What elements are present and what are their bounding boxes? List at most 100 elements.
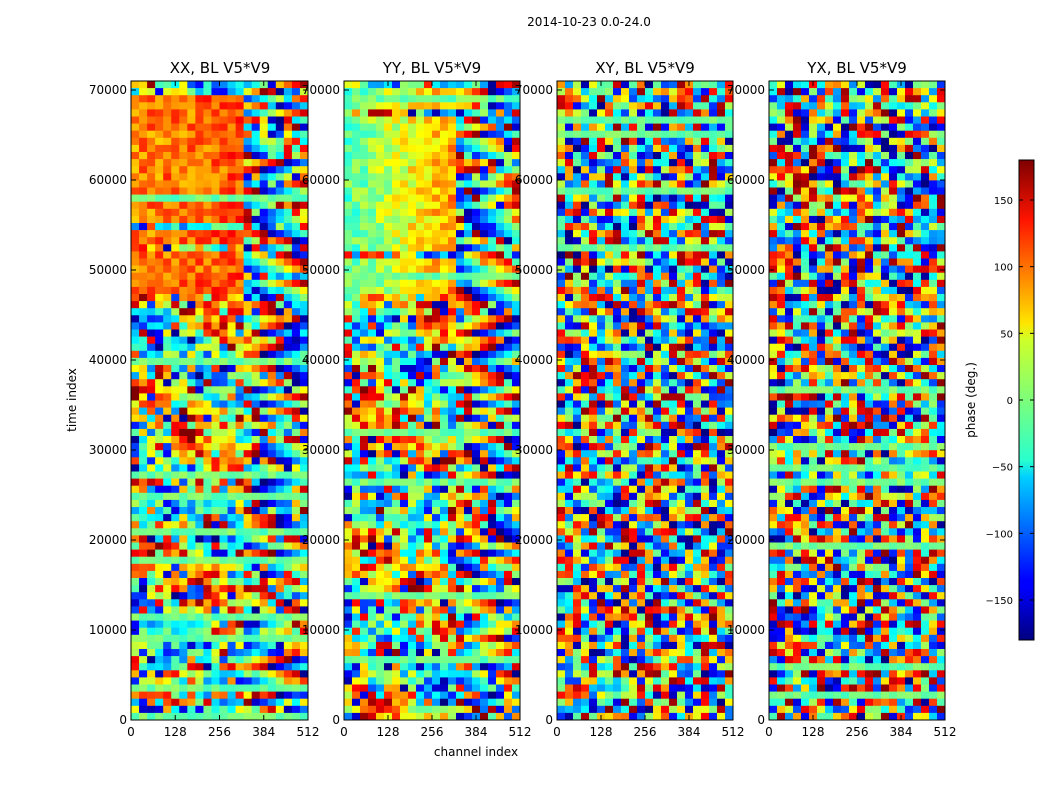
heatmap-cell (203, 294, 211, 301)
heatmap-cell (669, 159, 677, 166)
heatmap-cell (187, 649, 195, 656)
heatmap-cell (228, 514, 236, 521)
heatmap-cell (139, 649, 147, 656)
heatmap-cell (187, 266, 195, 273)
heatmap-cell (220, 500, 228, 507)
heatmap-cell (669, 372, 677, 379)
heatmap-cell (376, 351, 384, 358)
heatmap-cell (252, 251, 260, 258)
heatmap-cell (693, 216, 701, 223)
heatmap-cell (292, 386, 300, 393)
heatmap-cell (557, 109, 565, 116)
heatmap-cell (203, 500, 211, 507)
heatmap-cell (605, 145, 613, 152)
heatmap-cell (605, 195, 613, 202)
heatmap-cell (448, 109, 456, 116)
heatmap-cell (661, 358, 669, 365)
heatmap-cell (244, 117, 252, 124)
heatmap-cell (352, 450, 360, 457)
heatmap-cell (376, 450, 384, 457)
heatmap-cell (155, 415, 163, 422)
heatmap-cell (376, 301, 384, 308)
heatmap-cell (260, 443, 268, 450)
heatmap-cell (424, 308, 432, 315)
heatmap-cell (472, 699, 480, 706)
heatmap-cell (244, 429, 252, 436)
heatmap-cell (292, 535, 300, 542)
heatmap-cell (725, 287, 733, 294)
heatmap-cell (440, 699, 448, 706)
heatmap-cell (400, 507, 408, 514)
heatmap-cell (276, 102, 284, 109)
heatmap-cell (424, 436, 432, 443)
heatmap-cell (171, 131, 179, 138)
heatmap-cell (605, 251, 613, 258)
heatmap-cell (139, 464, 147, 471)
heatmap-cell (368, 287, 376, 294)
heatmap-cell (448, 308, 456, 315)
heatmap-cell (211, 493, 219, 500)
heatmap-cell (236, 621, 244, 628)
heatmap-cell (496, 244, 504, 251)
heatmap-cell (276, 457, 284, 464)
heatmap-cell (424, 124, 432, 131)
heatmap-cell (203, 386, 211, 393)
heatmap-cell (661, 145, 669, 152)
heatmap-cell (613, 81, 621, 88)
heatmap-cell (228, 188, 236, 195)
heatmap-cell (424, 472, 432, 479)
heatmap-cell (187, 145, 195, 152)
heatmap-cell (424, 117, 432, 124)
heatmap-cell (693, 173, 701, 180)
heatmap-cell (416, 230, 424, 237)
heatmap-cell (220, 308, 228, 315)
heatmap-cell (155, 699, 163, 706)
heatmap-cell (408, 514, 416, 521)
heatmap-cell (352, 493, 360, 500)
heatmap-cell (195, 550, 203, 557)
heatmap-cell (613, 117, 621, 124)
heatmap-cell (512, 670, 520, 677)
heatmap-cell (284, 230, 292, 237)
heatmap-cell (440, 259, 448, 266)
heatmap-cell (131, 81, 139, 88)
heatmap-cell (147, 621, 155, 628)
heatmap-cell (155, 315, 163, 322)
heatmap-cell (187, 436, 195, 443)
heatmap-cell (573, 301, 581, 308)
heatmap-cell (440, 685, 448, 692)
heatmap-cell (203, 195, 211, 202)
heatmap-cell (589, 166, 597, 173)
panel-title-xy: XY, BL V5*V9 (595, 59, 695, 77)
heatmap-cell (472, 322, 480, 329)
heatmap-cell (171, 514, 179, 521)
heatmap-cell (384, 117, 392, 124)
heatmap-cell (661, 202, 669, 209)
heatmap-cell (573, 216, 581, 223)
heatmap-cell (195, 180, 203, 187)
heatmap-cell (400, 393, 408, 400)
heatmap-cell (376, 557, 384, 564)
heatmap-cell (352, 415, 360, 422)
heatmap-cell (597, 102, 605, 109)
heatmap-cell (645, 244, 653, 251)
heatmap-cell (368, 180, 376, 187)
heatmap-cell (456, 621, 464, 628)
heatmap-cell (244, 294, 252, 301)
heatmap-cell (195, 663, 203, 670)
heatmap-cell (416, 287, 424, 294)
heatmap-cell (292, 379, 300, 386)
heatmap-cell (360, 436, 368, 443)
heatmap-cell (557, 216, 565, 223)
heatmap-cell (432, 408, 440, 415)
heatmap-cell (400, 88, 408, 95)
heatmap-cell (480, 173, 488, 180)
heatmap-cell (464, 337, 472, 344)
heatmap-cell (384, 109, 392, 116)
heatmap-cell (131, 486, 139, 493)
heatmap-cell (565, 117, 573, 124)
heatmap-cell (432, 244, 440, 251)
heatmap-cell (384, 166, 392, 173)
heatmap-cell (163, 138, 171, 145)
heatmap-cell (195, 287, 203, 294)
